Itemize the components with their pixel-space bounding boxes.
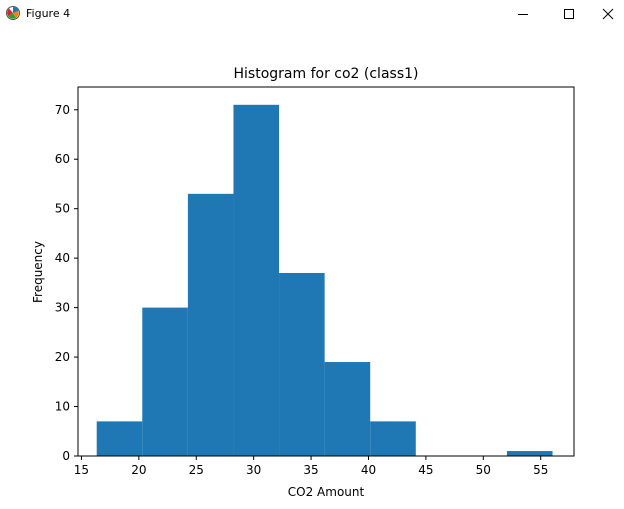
histogram-bar [142,307,188,456]
y-tick-label: 20 [55,350,70,364]
histogram-bar [279,272,325,456]
y-tick-label: 50 [55,202,70,216]
y-tick-label: 40 [55,251,70,265]
y-tick-label: 10 [55,400,70,414]
x-axis-label: CO2 Amount [288,485,365,499]
histogram-bar [187,193,234,456]
chart-title: Histogram for co2 (class1) [234,66,419,82]
y-tick-label: 30 [55,301,70,315]
bars-group [96,104,553,456]
matplotlib-figure-icon [5,5,21,21]
axes-frame [77,86,575,457]
x-tick-label: 50 [476,463,491,477]
y-axis-ticks: 0 10 20 30 40 50 60 70 [55,103,78,463]
close-icon [602,8,614,20]
maximize-button[interactable] [546,0,592,28]
minimize-button[interactable] [500,0,546,28]
title-bar: Figure 4 [0,0,624,28]
x-tick-label: 25 [189,463,204,477]
x-tick-label: 30 [246,463,261,477]
x-tick-label: 40 [361,463,376,477]
y-tick-label: 60 [55,152,70,166]
x-tick-label: 45 [418,463,433,477]
x-tick-label: 15 [74,463,89,477]
y-tick-label: 0 [62,449,70,463]
histogram-bar [96,421,143,456]
y-axis-label: Frequency [31,241,45,303]
x-tick-label: 20 [131,463,146,477]
x-tick-label: 35 [303,463,318,477]
minimize-icon [518,14,528,15]
y-tick-label: 70 [55,103,70,117]
maximize-icon [564,9,574,19]
histogram-bar [506,451,553,456]
histogram-bar [233,104,280,456]
x-tick-label: 55 [533,463,548,477]
window-title: Figure 4 [26,7,71,20]
histogram-bar [324,362,371,456]
histogram-bar [370,421,416,456]
close-button[interactable] [592,0,624,28]
x-axis-ticks: 15 20 25 30 35 40 45 50 55 [74,456,548,477]
